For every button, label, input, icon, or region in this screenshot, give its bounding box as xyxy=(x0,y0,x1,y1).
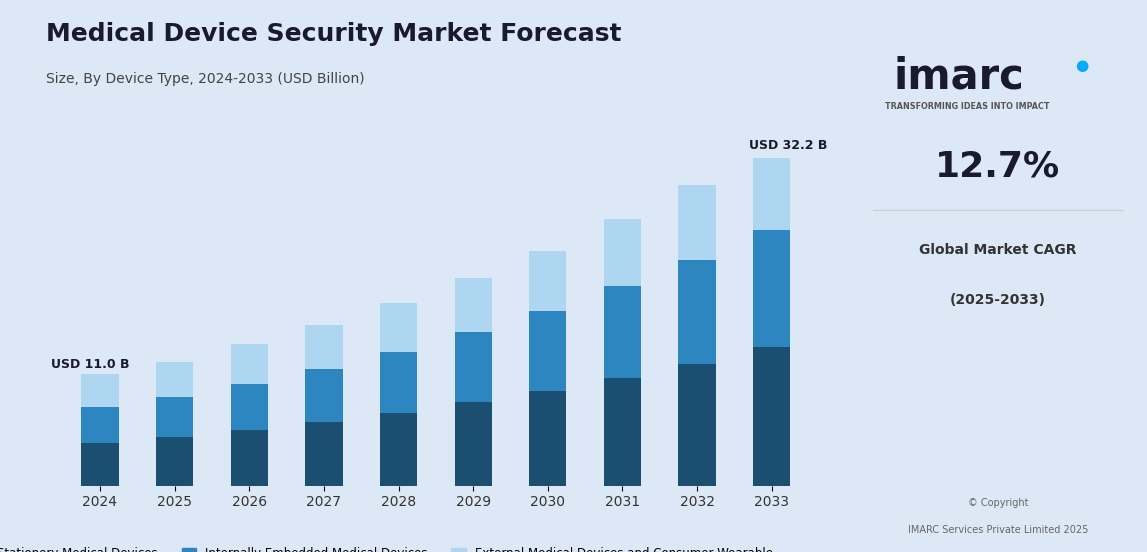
Bar xyxy=(231,344,268,384)
Text: Size, By Device Type, 2024-2033 (USD Billion): Size, By Device Type, 2024-2033 (USD Bil… xyxy=(46,72,365,86)
Text: 12.7%: 12.7% xyxy=(935,149,1061,183)
Bar xyxy=(754,230,790,347)
Bar xyxy=(454,278,492,332)
Bar xyxy=(603,219,641,286)
Text: USD 32.2 B: USD 32.2 B xyxy=(749,139,828,152)
Bar xyxy=(529,391,567,486)
Bar xyxy=(529,251,567,311)
Bar xyxy=(678,185,716,260)
Bar xyxy=(678,364,716,486)
Bar xyxy=(305,369,343,422)
Bar xyxy=(231,430,268,486)
Text: (2025-2033): (2025-2033) xyxy=(950,293,1046,306)
Text: USD 11.0 B: USD 11.0 B xyxy=(52,358,130,371)
Text: imarc: imarc xyxy=(894,55,1024,97)
Bar xyxy=(380,352,418,412)
Bar xyxy=(81,407,118,443)
Text: IMARC Services Private Limited 2025: IMARC Services Private Limited 2025 xyxy=(907,526,1089,535)
Bar xyxy=(454,402,492,486)
Bar xyxy=(156,397,194,437)
Bar xyxy=(678,260,716,364)
Bar xyxy=(529,311,567,391)
Legend: Stationery Medical Devices, Internally Embedded Medical Devices, External Medica: Stationery Medical Devices, Internally E… xyxy=(0,543,778,552)
Bar xyxy=(156,437,194,486)
Bar xyxy=(81,443,118,486)
Bar xyxy=(754,347,790,486)
Bar xyxy=(156,362,194,397)
Bar xyxy=(231,384,268,430)
Bar xyxy=(380,412,418,486)
Bar xyxy=(305,422,343,486)
Text: Medical Device Security Market Forecast: Medical Device Security Market Forecast xyxy=(46,22,622,46)
Bar xyxy=(81,374,118,407)
Text: Global Market CAGR: Global Market CAGR xyxy=(919,243,1077,257)
Bar xyxy=(454,332,492,402)
Bar xyxy=(754,158,790,230)
Bar xyxy=(603,378,641,486)
Bar xyxy=(603,286,641,378)
Bar xyxy=(305,325,343,369)
Text: TRANSFORMING IDEAS INTO IMPACT: TRANSFORMING IDEAS INTO IMPACT xyxy=(884,102,1050,111)
Bar xyxy=(380,302,418,352)
Text: © Copyright: © Copyright xyxy=(968,498,1028,508)
Text: ●: ● xyxy=(1076,58,1089,73)
